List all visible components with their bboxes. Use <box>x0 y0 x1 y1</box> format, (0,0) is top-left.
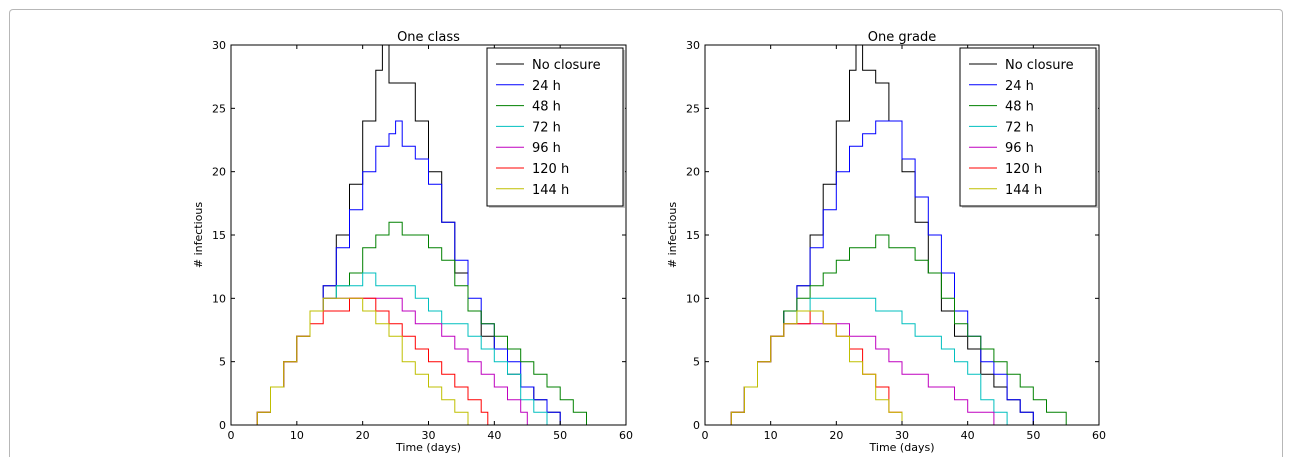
y-tick-label: 15 <box>212 229 226 242</box>
x-tick-label: 50 <box>1026 429 1040 442</box>
y-tick-label: 25 <box>686 102 700 115</box>
series-line-2 <box>705 234 1067 426</box>
x-tick-label: 20 <box>829 429 843 442</box>
x-tick-label: 60 <box>619 429 633 442</box>
y-tick-label: 10 <box>212 292 226 305</box>
legend-label: 120 h <box>1005 162 1042 177</box>
y-tick-label: 30 <box>212 39 226 52</box>
y-axis-label: # infectious <box>666 202 679 269</box>
y-tick-label: 25 <box>212 102 226 115</box>
legend-label: 120 h <box>532 162 569 177</box>
legend-label: 48 h <box>1005 100 1034 115</box>
chart-title: One grade <box>868 30 936 45</box>
legend: No closure 24 h 48 h 72 h 96 h 120 h 144 h <box>486 47 625 208</box>
chart-title: One class <box>397 30 460 45</box>
series-line-4 <box>705 323 1008 426</box>
chart-one-grade: 0 10 20 30 40 50 60 0 5 10 15 20 25 30 One grade Time (… <box>666 30 1106 454</box>
x-tick-label: 30 <box>895 429 909 442</box>
x-axis-label: Time (days) <box>869 441 935 454</box>
legend-label: No closure <box>532 58 601 73</box>
x-tick-label: 10 <box>290 429 304 442</box>
legend-label: 48 h <box>532 100 561 115</box>
x-tick-label: 40 <box>961 429 975 442</box>
legend-label: 96 h <box>532 141 561 156</box>
series-line-6 <box>705 310 903 426</box>
y-axis-label: # infectious <box>192 202 205 269</box>
x-tick-label: 10 <box>764 429 778 442</box>
x-axis-label: Time (days) <box>395 441 461 454</box>
y-tick-label: 5 <box>693 356 700 369</box>
y-tick-label: 30 <box>686 39 700 52</box>
legend-label: 96 h <box>1005 141 1034 156</box>
legend-label: 72 h <box>1005 120 1034 135</box>
legend-label: 72 h <box>532 120 561 135</box>
legend-label: 24 h <box>1005 79 1034 94</box>
x-tick-label: 0 <box>702 429 709 442</box>
series-line-5 <box>231 297 489 426</box>
series-line-6 <box>231 297 482 426</box>
y-tick-label: 20 <box>212 166 226 179</box>
y-tick-label: 5 <box>219 356 226 369</box>
legend-box <box>486 47 624 207</box>
chart-one-class: 0 10 20 30 40 50 60 0 5 10 15 20 25 30 One class Time (… <box>192 30 633 454</box>
legend-label: 144 h <box>532 183 569 198</box>
legend-label: 144 h <box>1005 183 1042 198</box>
legend-label: No closure <box>1005 58 1074 73</box>
figure-frame <box>9 9 1283 457</box>
x-tick-label: 50 <box>553 429 567 442</box>
legend-label: 24 h <box>532 79 561 94</box>
legend: No closure 24 h 48 h 72 h 96 h 120 h 144 h <box>959 47 1098 208</box>
x-tick-label: 60 <box>1092 429 1106 442</box>
y-tick-label: 0 <box>219 419 226 432</box>
x-tick-label: 0 <box>228 429 235 442</box>
x-tick-label: 20 <box>356 429 370 442</box>
y-tick-label: 15 <box>686 229 700 242</box>
series-line-4 <box>231 297 528 426</box>
series-line-5 <box>705 310 903 426</box>
x-tick-label: 40 <box>487 429 501 442</box>
legend-box <box>959 47 1097 207</box>
x-tick-label: 30 <box>422 429 436 442</box>
y-tick-label: 10 <box>686 292 700 305</box>
y-tick-label: 0 <box>693 419 700 432</box>
y-tick-label: 20 <box>686 166 700 179</box>
